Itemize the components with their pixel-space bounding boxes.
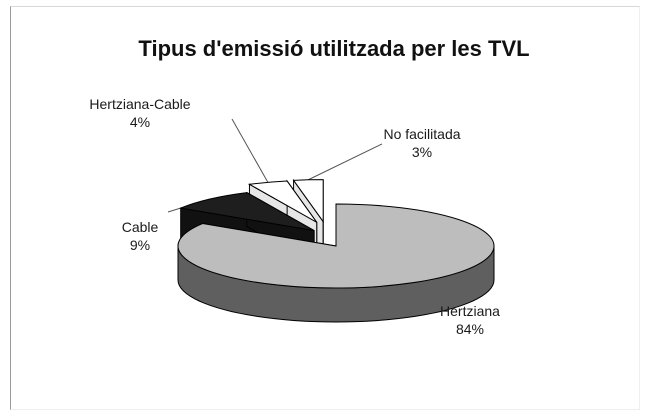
slice-value-hertziana-cable: 4% (130, 114, 150, 130)
slice-label-cable: Cable (122, 219, 159, 235)
chart-title: Tipus d'emissió utilitzada per les TVL (138, 36, 529, 61)
slice-value-no-facilitada: 3% (412, 144, 432, 160)
slice-label-hertziana-cable: Hertziana-Cable (89, 96, 190, 112)
slice-value-cable: 9% (130, 237, 150, 253)
slice-label-hertziana: Hertziana (440, 303, 500, 319)
pie-slices (177, 178, 495, 323)
leader-line-no-facilitada (308, 143, 383, 181)
chart-area (10, 6, 640, 410)
pie-slice-hertziana (177, 203, 495, 323)
slice-label-no-facilitada: No facilitada (383, 126, 460, 142)
slice-labels: Hertziana 84% Cable 9% Hertziana-Cable 4% No f… (89, 96, 500, 337)
slice-value-hertziana: 84% (456, 321, 484, 337)
leader-line-hertziana-cable (231, 118, 269, 183)
